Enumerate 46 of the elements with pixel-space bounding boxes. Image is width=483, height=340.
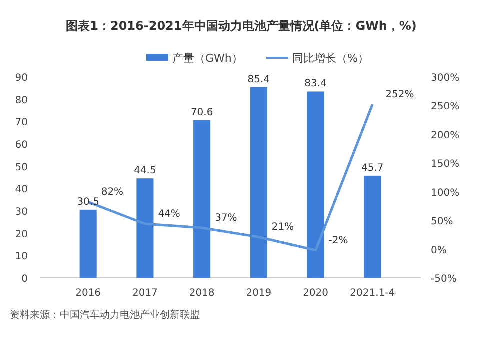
y2-tick-label: 200% — [431, 130, 460, 142]
legend-label: 产量（GWh） — [172, 52, 243, 65]
y-tick-label: 60 — [15, 140, 28, 151]
data-label: 83.4 — [304, 78, 327, 90]
data-label: 85.4 — [248, 74, 270, 86]
y2-tick-label: -50% — [431, 274, 457, 285]
data-label: 21% — [272, 222, 294, 234]
y-tick-label: 70 — [15, 118, 28, 129]
x-tick-label: 2018 — [189, 288, 215, 299]
chart-title: 图表1：2016-2021年中国动力电池产量情况(单位：GWh，%) — [66, 19, 417, 33]
data-label: -2% — [328, 235, 348, 246]
data-label: 252% — [386, 90, 414, 101]
bar — [194, 120, 211, 278]
y2-tick-label: 300% — [431, 73, 460, 84]
y2-tick-label: 0% — [431, 245, 447, 256]
bar — [80, 210, 97, 278]
bar — [307, 92, 324, 278]
x-tick-label: 2016 — [76, 288, 102, 299]
y2-tick-label: 250% — [431, 102, 460, 113]
y-tick-label: 0 — [22, 274, 28, 285]
x-tick-label: 2019 — [246, 288, 272, 299]
y-tick-label: 10 — [15, 252, 28, 263]
data-label: 37% — [215, 213, 238, 224]
data-label: 45.7 — [362, 162, 384, 174]
legend-label: 同比增长（%） — [292, 52, 369, 65]
data-label: 70.6 — [190, 107, 214, 118]
y2-tick-label: 50% — [431, 216, 454, 228]
text: 资料来源：中国汽车动力电池产业创新联盟 — [10, 309, 200, 321]
y-tick-label: 40 — [15, 184, 28, 196]
data-label: 44% — [158, 209, 180, 220]
y-tick-label: 90 — [15, 73, 28, 84]
data-label: 82% — [101, 187, 124, 198]
y2-tick-label: 100% — [431, 188, 460, 199]
x-tick-label: 2021.1-4 — [350, 288, 396, 299]
data-label: 30.5 — [77, 196, 100, 208]
bar — [136, 178, 154, 278]
y-tick-label: 80 — [15, 95, 28, 106]
y-tick-label: 50 — [15, 162, 28, 174]
y-tick-label: 30 — [15, 207, 28, 218]
y2-tick-label: 150% — [431, 159, 460, 170]
x-tick-label: 2017 — [132, 288, 158, 299]
data-label: 44.5 — [134, 166, 156, 177]
bar — [250, 87, 268, 278]
y-tick-label: 20 — [15, 229, 28, 240]
x-tick-label: 2020 — [303, 288, 329, 299]
bar — [364, 176, 382, 278]
